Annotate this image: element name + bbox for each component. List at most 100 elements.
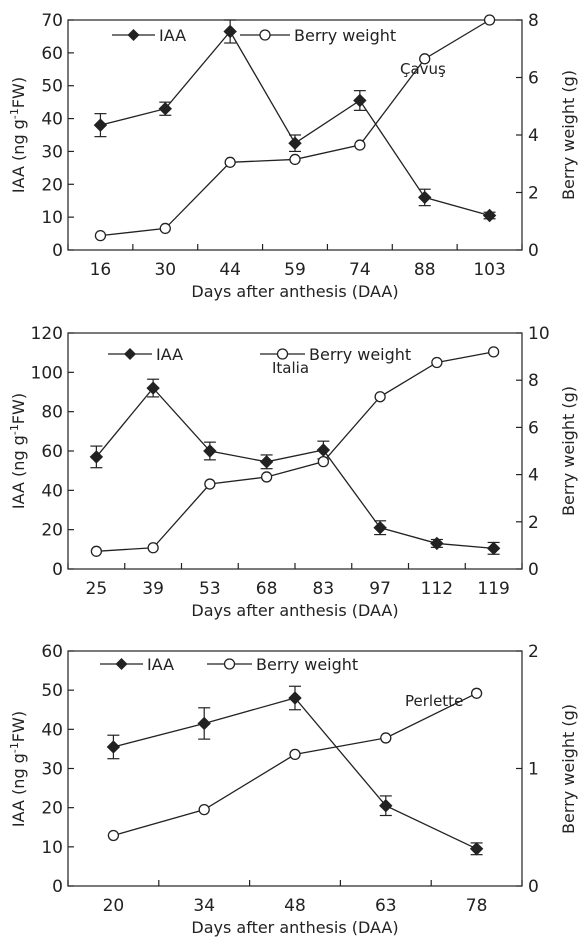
right-y-tick-label: 6: [528, 69, 539, 89]
x-axis-label: Days after anthesis (DAA): [191, 601, 398, 620]
iaa-point: [316, 443, 331, 457]
left-y-axis-label-end: FW): [9, 711, 28, 742]
x-axis-label: Days after anthesis (DAA): [191, 918, 398, 937]
left-y-axis-label: IAA (ng g-1FW): [8, 77, 28, 193]
left-y-axis-label-main: IAA (ng g: [9, 119, 28, 193]
legend-diamond-icon: [115, 658, 128, 670]
left-y-tick-label: 40: [41, 110, 63, 130]
chart-panel-1: 0 10 20 30 40 50 60 70 0 2 4 6 8 16 30 44 59 74 88 103 Days …: [8, 11, 578, 301]
x-tick-label: 88: [414, 260, 436, 280]
legend-circle-icon: [259, 29, 271, 41]
left-y-tick-label: 50: [41, 77, 63, 97]
x-tick-label: 48: [284, 896, 306, 916]
x-tick-label: 97: [369, 579, 391, 599]
right-y-tick-label: 0: [528, 241, 539, 261]
right-y-tick-label: 2: [528, 513, 539, 533]
legend-circle-icon: [276, 348, 289, 360]
legend-label: Berry weight: [309, 345, 411, 364]
x-tick-label: 78: [466, 896, 488, 916]
left-y-tick-label: 30: [41, 760, 63, 780]
berry-weight-point: [224, 156, 236, 168]
x-tick-label: 20: [103, 896, 125, 916]
x-tick-label: 63: [375, 896, 397, 916]
berry-weight-point: [289, 153, 301, 166]
iaa-point: [259, 455, 274, 469]
x-tick-label: 34: [193, 896, 215, 916]
left-y-axis-label-main: IAA (ng g: [9, 753, 28, 827]
left-y-tick-label: 120: [31, 324, 63, 344]
left-y-tick-label: 40: [41, 481, 63, 501]
x-tick-label: 68: [256, 579, 278, 599]
left-y-tick-label: 20: [41, 175, 63, 195]
left-y-tick-label: 0: [52, 877, 63, 897]
berry-weight-point: [419, 53, 431, 65]
cultivar-annotation: Çavuş: [400, 60, 446, 78]
berry-weight-point: [483, 14, 496, 26]
x-tick-label: 16: [90, 260, 112, 280]
left-y-tick-label: 0: [52, 560, 63, 580]
x-tick-label: 39: [142, 579, 164, 599]
legend-label: Berry weight: [256, 655, 358, 674]
series-line-berry-weight: [96, 351, 494, 552]
berry-weight-point: [204, 478, 216, 490]
left-y-tick-label: 60: [41, 44, 63, 64]
right-y-axis-label: Berry weight (g): [559, 704, 578, 834]
cultivar-annotation: Perlette: [405, 692, 463, 710]
x-tick-label: 44: [219, 260, 241, 280]
cultivar-annotation: Italia: [272, 359, 309, 377]
x-tick-label: 25: [86, 579, 108, 599]
iaa-point: [469, 842, 484, 856]
chart-panel-3: 0 10 20 30 40 50 60 0 1 2 20 34 48 63 78 Days after ant…: [8, 642, 578, 937]
left-y-tick-label: 20: [41, 521, 63, 541]
iaa-point: [482, 208, 497, 223]
left-y-axis-label-end: FW): [9, 393, 28, 424]
right-y-tick-label: 0: [528, 877, 539, 897]
left-y-axis-label-sup: -1: [8, 108, 21, 119]
iaa-point: [288, 691, 302, 705]
left-y-axis-label-sup: -1: [8, 424, 21, 435]
left-y-tick-label: 60: [41, 642, 63, 662]
left-y-tick-label: 60: [41, 442, 63, 462]
iaa-point: [203, 444, 217, 458]
berry-weight-point: [94, 229, 107, 242]
iaa-point: [353, 93, 367, 108]
legend-label: IAA: [159, 26, 186, 45]
left-y-axis-label-end: FW): [9, 77, 28, 108]
series-line-berry-weight: [113, 692, 477, 837]
left-y-axis-label: IAA (ng g-1FW): [8, 711, 28, 827]
iaa-point: [373, 520, 387, 535]
iaa-point: [379, 799, 393, 813]
iaa-point: [158, 102, 172, 116]
legend-circle-icon: [223, 658, 236, 670]
left-y-axis-label-main: IAA (ng g: [9, 435, 28, 509]
left-y-tick-label: 80: [41, 403, 63, 423]
right-y-tick-label: 2: [528, 642, 539, 662]
berry-weight-point: [198, 803, 210, 816]
berry-weight-point: [487, 346, 500, 358]
left-y-axis-label-sup: -1: [8, 742, 21, 753]
berry-weight-point: [159, 222, 171, 235]
iaa-point: [197, 716, 211, 731]
x-tick-label: 53: [199, 579, 221, 599]
left-y-tick-label: 30: [41, 142, 63, 162]
right-y-tick-label: 1: [528, 760, 539, 780]
series-line-iaa: [95, 387, 494, 549]
berry-weight-point: [380, 732, 392, 744]
x-tick-label: 59: [284, 260, 306, 280]
iaa-point: [430, 536, 444, 551]
berry-weight-point: [470, 687, 483, 699]
berry-weight-point: [317, 455, 330, 468]
iaa-point: [223, 24, 237, 39]
right-y-tick-label: 2: [528, 184, 539, 204]
left-y-tick-label: 40: [41, 720, 63, 740]
x-tick-label: 74: [349, 260, 371, 280]
left-y-tick-label: 20: [41, 799, 63, 819]
berry-weight-point: [147, 542, 159, 554]
legend-label: Berry weight: [294, 26, 396, 45]
x-tick-label: 103: [473, 260, 505, 280]
left-y-tick-label: 70: [41, 11, 63, 31]
left-y-tick-label: 0: [52, 241, 63, 261]
iaa-point: [146, 381, 160, 395]
